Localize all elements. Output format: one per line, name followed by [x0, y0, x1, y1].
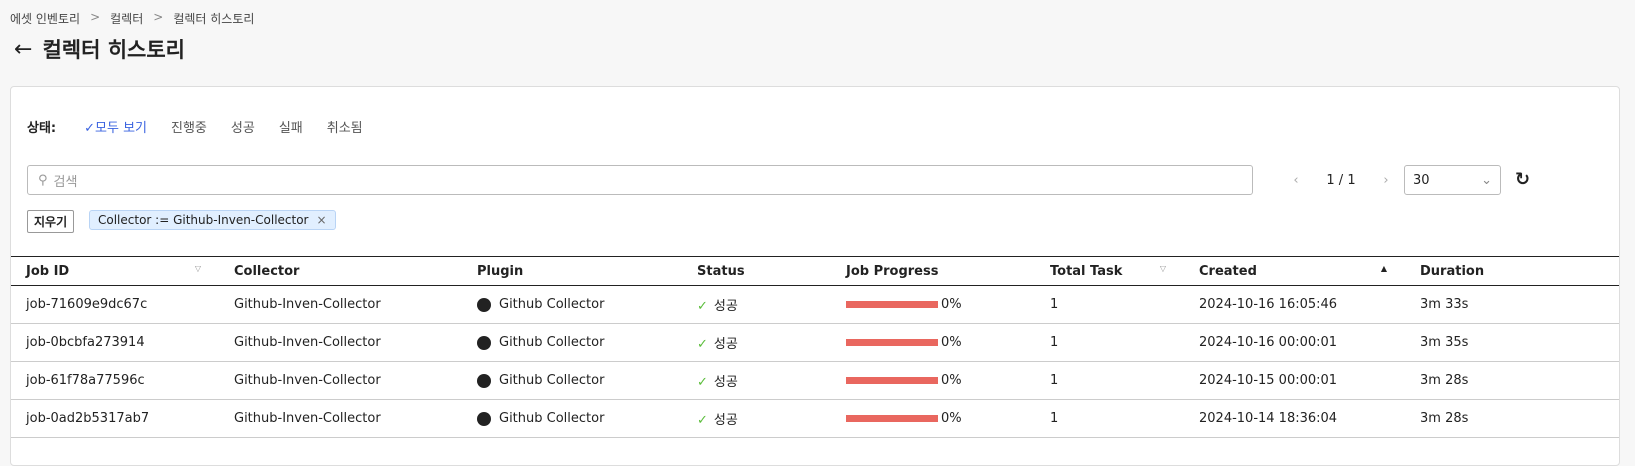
status-badge: 성공 [713, 337, 738, 352]
progress-cell: 0% [831, 323, 1035, 362]
status-option-in-progress[interactable]: 진행중 [171, 121, 207, 136]
column-header-total-task[interactable]: Total Task ▽ [1035, 256, 1184, 286]
refresh-icon[interactable]: ↻ [1515, 169, 1531, 190]
total-task-cell: 1 [1035, 361, 1184, 400]
total-task-cell: 1 [1035, 285, 1184, 324]
page-size-value: 30 [1413, 172, 1430, 188]
sort-icon[interactable]: ▽ [1159, 263, 1166, 273]
collector-cell: Github-Inven-Collector [219, 361, 462, 400]
check-icon: ✓ [697, 299, 708, 314]
duration-cell: 3m 33s [1405, 285, 1619, 324]
chevron-right-icon: > [90, 10, 101, 24]
column-header-duration[interactable]: Duration [1405, 256, 1619, 286]
column-header-job-id[interactable]: Job ID ▽ [11, 256, 219, 286]
status-filter: 상태: ✓모두 보기 진행중 성공 실패 취소됨 [27, 117, 363, 136]
next-page-button[interactable]: › [1383, 172, 1389, 188]
table-row[interactable]: job-71609e9dc67c Github-Inven-Collector … [11, 285, 1619, 324]
collector-cell: Github-Inven-Collector [219, 399, 462, 438]
status-label: 상태: [27, 121, 57, 136]
status-badge: 성공 [713, 299, 738, 314]
job-id-cell[interactable]: job-71609e9dc67c [11, 285, 219, 324]
plugin-cell: Github Collector [462, 399, 682, 438]
progress-bar [846, 415, 938, 422]
clear-filters-button[interactable]: 지우기 [27, 210, 75, 233]
progress-cell: 0% [831, 399, 1035, 438]
job-id-cell[interactable]: job-0bcbfa273914 [11, 323, 219, 362]
status-option-success[interactable]: 성공 [230, 121, 255, 136]
status-cell: ✓ 성공 [682, 361, 831, 400]
sort-ascending-icon[interactable]: ▲ [1380, 263, 1387, 273]
status-option-failure[interactable]: 실패 [278, 121, 303, 136]
job-id-cell[interactable]: job-0ad2b5317ab7 [11, 399, 219, 438]
duration-cell: 3m 28s [1405, 399, 1619, 438]
close-icon[interactable]: × [316, 213, 327, 227]
progress-bar [846, 301, 938, 308]
check-icon: ✓ [697, 337, 708, 352]
check-icon: ✓ [697, 375, 708, 390]
duration-cell: 3m 35s [1405, 323, 1619, 362]
duration-cell: 3m 28s [1405, 361, 1619, 400]
job-table: Job ID ▽ Collector Plugin Status Job Prog… [11, 256, 1619, 438]
chevron-down-icon: ⌄ [1481, 172, 1492, 188]
pagination: ‹ 1 / 1 › [1281, 165, 1401, 195]
page-size-select[interactable]: 30 ⌄ [1404, 165, 1501, 195]
chevron-right-icon: > [153, 10, 164, 24]
check-icon: ✓ [697, 413, 708, 428]
job-id-cell[interactable]: job-61f78a77596c [11, 361, 219, 400]
column-header-collector[interactable]: Collector [219, 256, 462, 286]
github-icon [477, 297, 491, 312]
plugin-cell: Github Collector [462, 361, 682, 400]
search-placeholder: 검색 [53, 174, 78, 190]
created-cell: 2024-10-16 00:00:01 [1184, 323, 1405, 362]
filter-tag: Collector := Github-Inven-Collector × [89, 210, 336, 230]
page-indicator: 1 / 1 [1326, 172, 1356, 188]
total-task-cell: 1 [1035, 323, 1184, 362]
status-option-label: 모두 보기 [95, 121, 148, 136]
search-input[interactable]: ⚲ 검색 [27, 165, 1253, 195]
status-cell: ✓ 성공 [682, 285, 831, 324]
breadcrumb-item: 컬렉터 히스토리 [173, 12, 255, 26]
created-cell: 2024-10-14 18:36:04 [1184, 399, 1405, 438]
column-header-job-progress[interactable]: Job Progress [831, 256, 1035, 286]
progress-cell: 0% [831, 285, 1035, 324]
breadcrumb-item[interactable]: 컬렉터 [110, 12, 144, 26]
column-header-plugin[interactable]: Plugin [462, 256, 682, 286]
total-task-cell: 1 [1035, 399, 1184, 438]
status-cell: ✓ 성공 [682, 323, 831, 362]
status-badge: 성공 [713, 413, 738, 428]
progress-bar [846, 339, 938, 346]
collector-cell: Github-Inven-Collector [219, 323, 462, 362]
column-header-created[interactable]: Created ▲ [1184, 256, 1405, 286]
progress-bar [846, 377, 938, 384]
back-arrow-icon[interactable]: ← [14, 36, 33, 62]
collector-cell: Github-Inven-Collector [219, 285, 462, 324]
progress-cell: 0% [831, 361, 1035, 400]
column-header-status[interactable]: Status [682, 256, 831, 286]
created-cell: 2024-10-16 16:05:46 [1184, 285, 1405, 324]
status-badge: 성공 [713, 375, 738, 390]
github-icon [477, 373, 491, 388]
breadcrumb-item[interactable]: 에셋 인벤토리 [10, 12, 81, 26]
github-icon [477, 335, 491, 350]
created-cell: 2024-10-15 00:00:01 [1184, 361, 1405, 400]
check-icon: ✓ [84, 121, 96, 136]
github-icon [477, 411, 491, 426]
filter-tag-label: Collector := Github-Inven-Collector [98, 213, 309, 227]
prev-page-button[interactable]: ‹ [1293, 172, 1299, 188]
sort-icon[interactable]: ▽ [194, 263, 201, 273]
plugin-cell: Github Collector [462, 285, 682, 324]
plugin-cell: Github Collector [462, 323, 682, 362]
search-icon: ⚲ [38, 172, 48, 188]
status-cell: ✓ 성공 [682, 399, 831, 438]
table-row[interactable]: job-61f78a77596c Github-Inven-Collector … [11, 361, 1619, 400]
breadcrumb: 에셋 인벤토리 > 컬렉터 > 컬렉터 히스토리 [10, 10, 254, 27]
table-row[interactable]: job-0ad2b5317ab7 Github-Inven-Collector … [11, 399, 1619, 438]
page-title: 컬렉터 히스토리 [42, 38, 185, 62]
history-panel: 상태: ✓모두 보기 진행중 성공 실패 취소됨 ⚲ 검색 ‹ 1 / 1 › … [10, 86, 1620, 466]
status-option-all[interactable]: ✓모두 보기 [84, 117, 147, 136]
table-row[interactable]: job-0bcbfa273914 Github-Inven-Collector … [11, 323, 1619, 362]
status-option-canceled[interactable]: 취소됨 [326, 121, 363, 136]
